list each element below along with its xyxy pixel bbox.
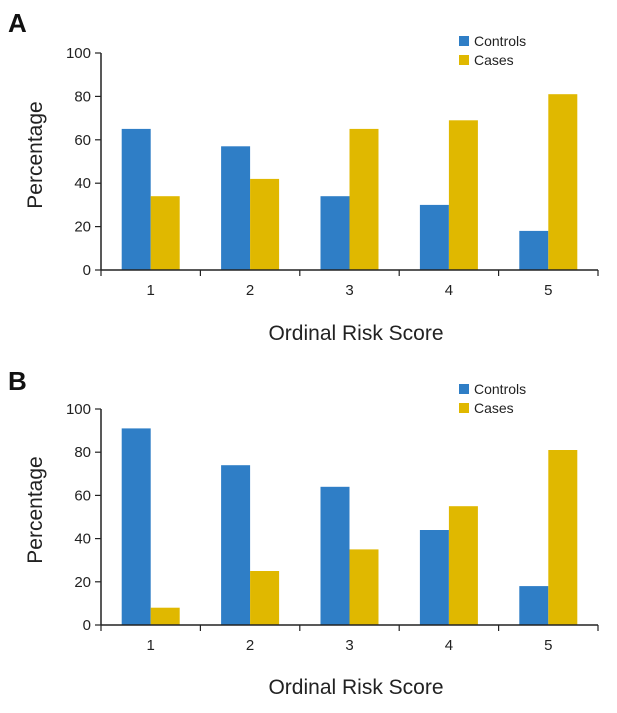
panel-b-letter: B [8,366,27,396]
panel-b-y-tick-label-100: 100 [66,401,91,418]
panel-b-bar-controls-5 [519,586,549,625]
panel-a-axes [100,53,598,271]
panel-a-bar-controls-5 [519,230,549,270]
panel-b-legend-cases-label: Cases [474,400,514,416]
panel-a-bar-cases-4 [448,120,478,270]
panel-a-x-tick-label-4: 4 [445,282,453,299]
panel-a-bar-cases-5 [548,94,578,270]
panel-a-y-tick-label-80: 80 [74,88,91,105]
panel-b-legend-cases-swatch [459,403,469,413]
panel-a-y-axis-title: Percentage [24,101,47,208]
panel-b-ticks: 0 20 40 60 80 100 1 2 3 4 5 [66,401,599,654]
panel-a-y-tick-label-100: 100 [66,45,91,62]
panel-b-bar-controls-1 [121,428,151,625]
panel-a-y-tick-label-0: 0 [83,262,91,279]
panel-a-legend: Controls Cases [459,33,526,68]
panel-a-letter: A [8,8,27,38]
panel-b-y-axis-title: Percentage [24,456,47,563]
panel-a-bar-controls-4 [419,204,449,270]
panel-a-x-tick-label-5: 5 [544,282,552,299]
panel-b-x-tick-label-4: 4 [445,637,453,654]
panel-a-bar-controls-2 [221,146,251,270]
panel-a-bar-cases-3 [349,128,379,270]
panel-a-x-tick-label-1: 1 [147,282,155,299]
panel-a: A 0 20 40 60 80 100 1 2 3 4 5 Percentage Ordinal R… [8,8,599,345]
panel-a-x-axis-title: Ordinal Risk Score [268,322,443,345]
panel-a-bars [121,94,578,270]
panel-a-ticks: 0 20 40 60 80 100 1 2 3 4 5 [66,45,599,299]
panel-a-x-tick-label-3: 3 [345,282,353,299]
panel-b-bar-cases-4 [448,506,478,625]
panel-a-y-tick-label-60: 60 [74,132,91,149]
panel-b-x-axis-title: Ordinal Risk Score [268,676,443,699]
panel-a-legend-cases-label: Cases [474,52,514,68]
panel-b-bar-controls-4 [419,530,449,625]
panel-a-legend-cases-swatch [459,55,469,65]
panel-a-legend-controls-label: Controls [474,33,526,49]
panel-b-y-tick-label-80: 80 [74,444,91,461]
panel-b-bar-cases-3 [349,549,379,625]
panel-b-y-tick-label-20: 20 [74,574,91,591]
panel-b-x-tick-label-3: 3 [345,637,353,654]
panel-a-legend-controls-swatch [459,36,469,46]
panel-b-legend: Controls Cases [459,381,526,416]
panel-b-x-tick-label-2: 2 [246,637,254,654]
panel-b: B 0 20 40 60 80 100 1 2 3 4 5 Percentage Ordinal R… [8,366,599,699]
panel-b-legend-controls-swatch [459,384,469,394]
panel-b-legend-controls-label: Controls [474,381,526,397]
panel-b-bar-controls-2 [221,465,251,625]
panel-a-bar-controls-3 [320,196,350,270]
panel-b-bars [121,428,578,625]
panel-b-x-tick-label-1: 1 [147,637,155,654]
panel-b-bar-cases-1 [150,607,180,625]
panel-b-bar-cases-5 [548,450,578,625]
panel-b-y-tick-label-40: 40 [74,531,91,548]
panel-a-y-tick-label-40: 40 [74,175,91,192]
panel-b-axes [100,409,598,626]
panel-b-y-tick-label-60: 60 [74,487,91,504]
panel-b-y-tick-label-0: 0 [83,617,91,634]
panel-a-bar-cases-1 [150,196,180,270]
panel-a-x-tick-label-2: 2 [246,282,254,299]
panel-a-bar-cases-2 [250,178,280,270]
panel-b-bar-cases-2 [250,571,280,625]
panel-a-y-tick-label-20: 20 [74,219,91,236]
panel-b-bar-controls-3 [320,486,350,625]
panel-b-x-tick-label-5: 5 [544,637,552,654]
panel-a-bar-controls-1 [121,128,151,270]
